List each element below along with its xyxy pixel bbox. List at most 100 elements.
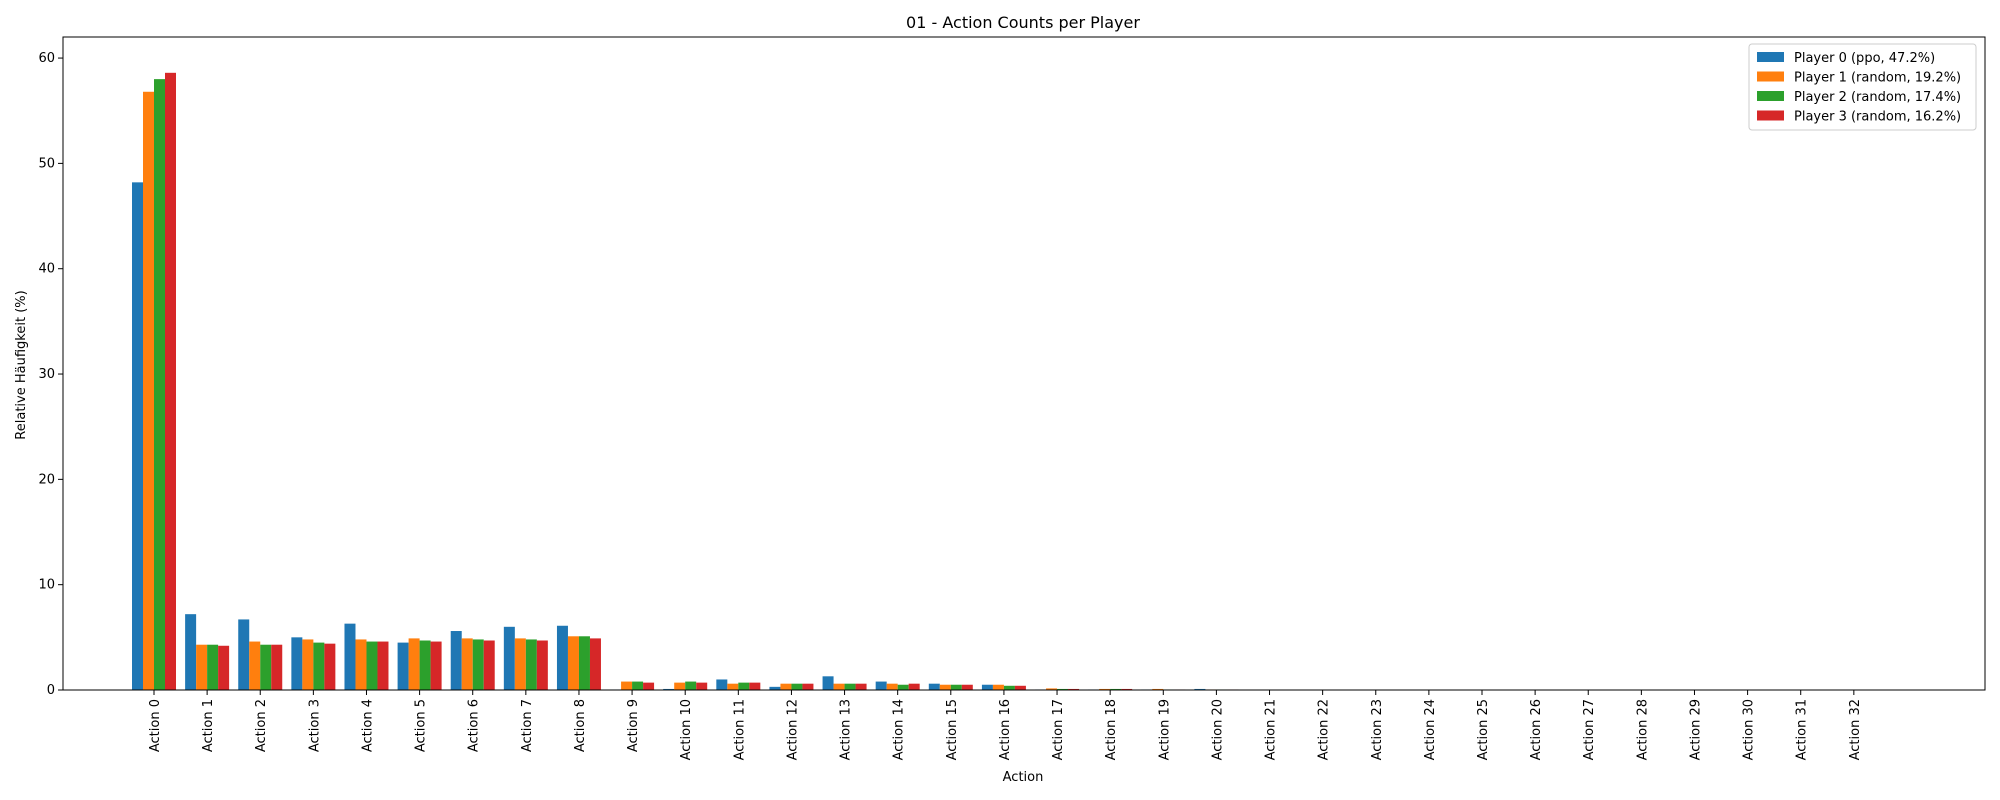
x-tick-label: Action 15 [945,699,960,760]
bar [674,682,686,690]
x-tick-label: Action 23 [1370,699,1385,760]
legend-entry: Player 3 (random, 16.2%) [1794,110,1961,125]
bar [950,684,962,690]
bar [844,683,856,690]
legend-entry: Player 2 (random, 17.4%) [1794,90,1961,105]
x-tick-label: Action 0 [148,699,163,752]
bar [1194,688,1206,690]
x-axis: Action 0 Action 1 Action 2 Action 3 Action 4… [148,690,1863,760]
x-tick-label: Action 6 [467,699,482,752]
bar [344,623,356,690]
x-tick-label: Action 7 [520,699,535,752]
bar [1014,685,1026,690]
bar [302,639,314,690]
bar [355,639,367,690]
bar [643,682,655,690]
bar [419,640,431,690]
x-tick-label: Action 25 [1476,699,1491,760]
bar [981,684,993,690]
bar [1099,688,1111,690]
bar [621,681,633,690]
x-tick-label: Action 30 [1742,699,1757,760]
bar [132,182,143,690]
bar [1152,688,1164,690]
bar [154,79,165,691]
y-tick-label: 0 [47,683,55,698]
y-tick-label: 50 [38,156,55,171]
bar [589,638,601,690]
bar [249,641,261,690]
x-tick-label: Action 1 [201,699,216,752]
bar [833,683,845,690]
bar [185,614,197,690]
bar [514,638,526,690]
bar [822,676,834,690]
bar [503,626,515,690]
x-tick-label: Action 21 [1264,699,1279,760]
x-tick-label: Action 26 [1529,699,1544,760]
bar [696,682,708,690]
x-tick-label: Action 9 [626,699,641,752]
bar [1003,685,1015,690]
x-tick-label: Action 18 [1104,699,1119,760]
x-tick-label: Action 10 [679,699,694,760]
legend-swatch [1757,52,1784,62]
x-tick-label: Action 20 [1210,699,1225,760]
bar [802,683,814,690]
bar [791,683,803,690]
y-axis-label: Relative Häufigkeit (%) [14,290,29,439]
bar [260,644,272,690]
legend-swatch [1757,91,1784,101]
bar [1046,688,1058,690]
bar [483,640,495,690]
bar [525,639,537,690]
bar [1121,688,1133,690]
x-tick-label: Action 11 [732,699,747,760]
x-tick-label: Action 2 [254,699,269,752]
bar [749,682,761,690]
x-tick-label: Action 22 [1317,699,1332,760]
x-tick-label: Action 19 [1157,699,1172,760]
x-tick-label: Action 28 [1635,699,1650,760]
bar [1068,688,1080,690]
bar [578,636,590,690]
bar [196,644,208,690]
bar [324,643,336,690]
x-tick-label: Action 27 [1582,699,1597,760]
bar [408,638,420,690]
bar [855,683,867,690]
y-tick-label: 20 [38,472,55,487]
legend-entry: Player 1 (random, 19.2%) [1794,71,1961,86]
bar [1057,688,1069,690]
bar [567,636,579,690]
bar [685,681,697,690]
bar [780,683,792,690]
bar [738,682,750,690]
x-tick-label: Action 29 [1688,699,1703,760]
bar [727,683,739,690]
bar [897,684,909,690]
bar [992,684,1004,690]
bar [886,683,898,690]
plot-frame [62,36,1986,691]
bar [663,688,675,690]
bar [875,681,887,690]
x-tick-label: Action 32 [1848,699,1863,760]
bar [769,686,781,690]
bar [313,642,325,690]
x-tick-label: Action 31 [1795,699,1810,760]
legend-swatch [1757,110,1784,121]
bar [556,625,568,690]
y-tick-label: 30 [38,367,55,382]
x-tick-label: Action 17 [1051,699,1066,760]
bar [461,638,473,690]
x-tick-label: Action 4 [360,699,375,752]
x-tick-label: Action 5 [414,699,429,752]
y-tick-label: 60 [38,51,55,66]
x-tick-label: Action 8 [573,699,588,752]
legend-swatch [1757,71,1784,82]
bar [366,641,378,690]
x-tick-label: Action 16 [998,699,1013,760]
x-tick-label: Action 12 [785,699,800,760]
